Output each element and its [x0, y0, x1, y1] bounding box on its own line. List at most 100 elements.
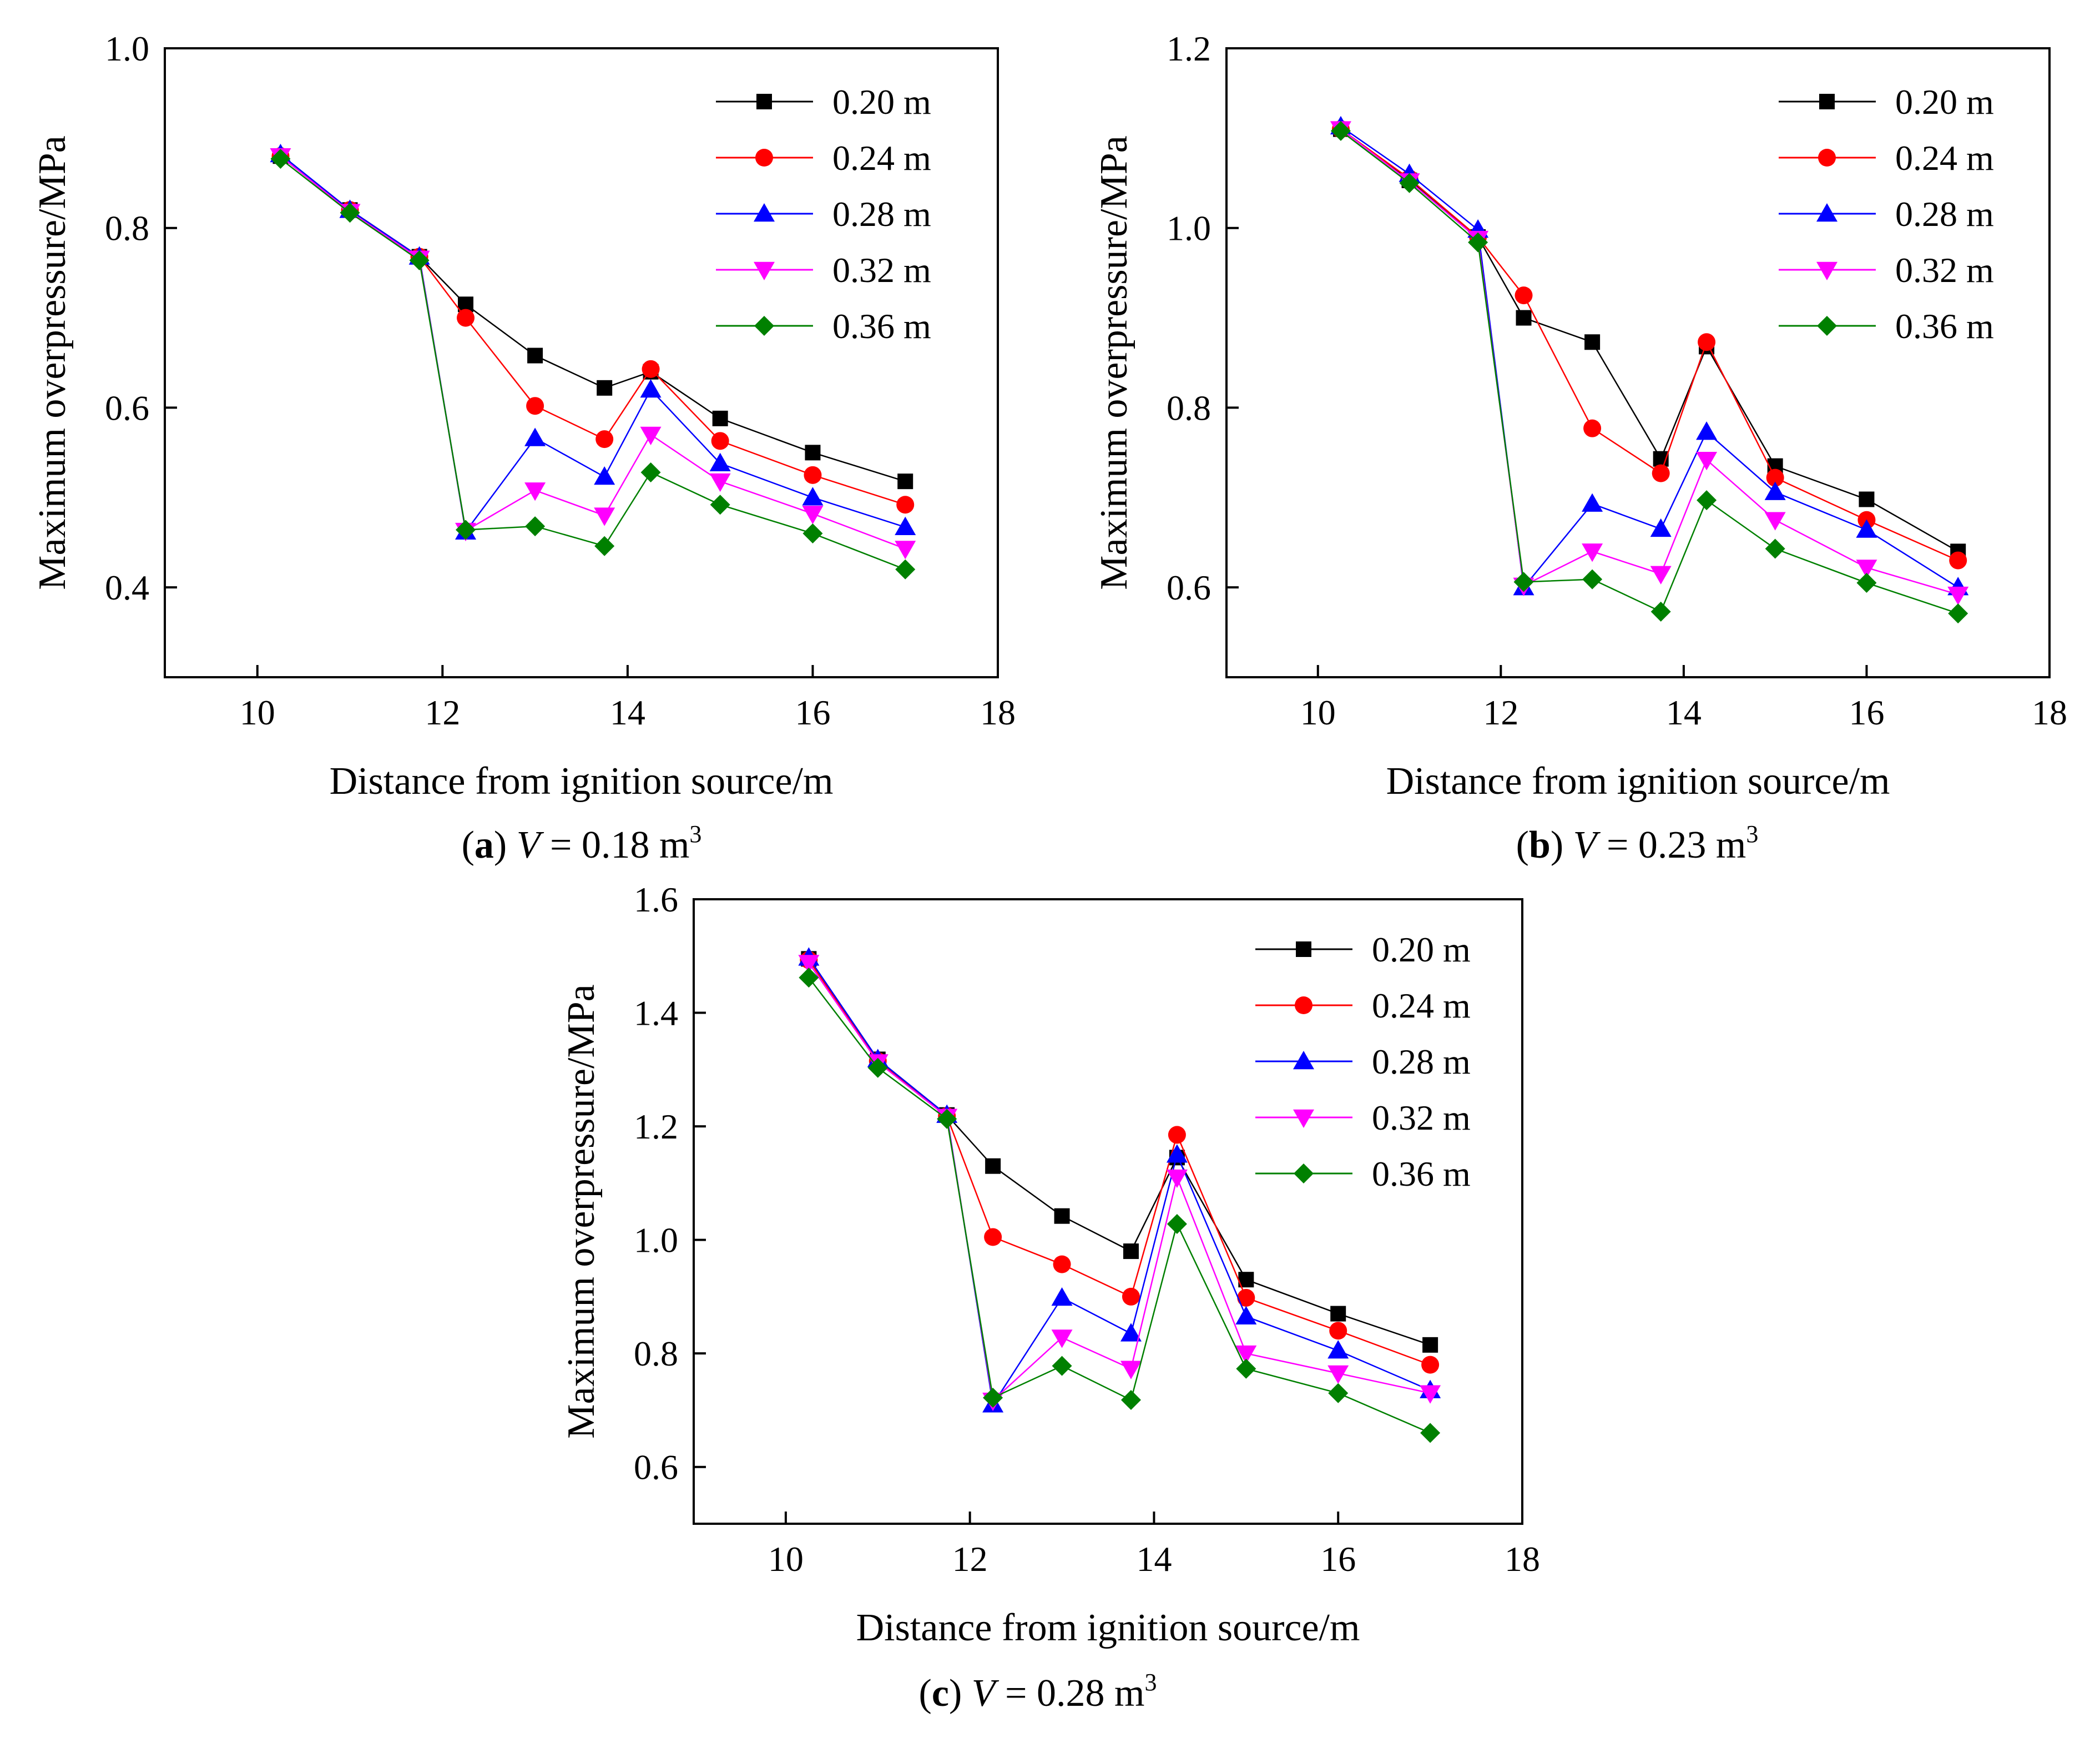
x-axis-title: Distance from ignition source/m: [330, 760, 834, 803]
data-point: [597, 380, 613, 396]
chart-panel-b: 10 12 14 16 18 0.6 0.8 1.0 1.2 Distance from igni…: [1093, 29, 2067, 867]
data-point: [1420, 1385, 1441, 1404]
x-tick-label: 14: [1136, 1539, 1172, 1579]
data-point: [1329, 1322, 1347, 1340]
data-point: [709, 452, 731, 472]
data-point: [1516, 310, 1532, 326]
y-tick-label: 0.8: [634, 1334, 678, 1373]
y-axis-title: Maximum overpressure/MPa: [560, 984, 603, 1438]
data-point: [340, 203, 360, 223]
y-tick-label: 1.4: [634, 994, 678, 1033]
data-point: [1120, 1390, 1141, 1411]
caption-superscript: 3: [1144, 1669, 1157, 1696]
data-point: [897, 473, 913, 490]
legend-label: 0.28 m: [832, 194, 931, 234]
legend-marker: [1293, 1051, 1314, 1070]
data-point: [1052, 1356, 1072, 1376]
panel-caption: (b) V = 0.23 m3: [1516, 820, 1759, 867]
plot-frame: [164, 47, 999, 678]
chart-panel-a: 10 12 14 16 18 0.4 0.6 0.8 1.0 Distance from igni…: [31, 29, 1016, 867]
series-line: [808, 958, 1431, 1346]
legend-label: 0.24 m: [1372, 986, 1471, 1025]
y-tick-label: 0.6: [634, 1448, 678, 1487]
caption-value: = 0.28 m: [996, 1672, 1145, 1715]
data-point: [594, 507, 615, 526]
data-point: [640, 426, 662, 445]
x-tick-label: 14: [1666, 693, 1702, 732]
series-line: [280, 154, 906, 533]
legend-marker: [1293, 1109, 1314, 1128]
y-tick-label: 1.0: [1167, 209, 1211, 248]
data-point: [527, 347, 543, 364]
data-point: [1515, 286, 1533, 305]
x-tick-label: 16: [795, 693, 830, 732]
data-point: [1053, 1255, 1071, 1273]
data-point: [1166, 1169, 1188, 1188]
x-tick-label: 16: [1849, 693, 1884, 732]
series-line: [280, 158, 906, 570]
legend-entry: 0.36 m: [1255, 1154, 1471, 1193]
data-point: [1054, 1208, 1070, 1224]
y-tick-label: 1.2: [1167, 29, 1211, 68]
series-line: [1340, 130, 1958, 614]
data-point: [1421, 1356, 1440, 1374]
series-2: [798, 947, 1441, 1413]
series-4: [1330, 120, 1968, 624]
legend-entry: 0.24 m: [1255, 986, 1471, 1025]
data-point: [1235, 1306, 1257, 1324]
data-point: [1766, 469, 1784, 487]
x-axis-title: Distance from ignition source/m: [856, 1606, 1360, 1649]
data-point: [642, 360, 660, 378]
data-point: [1120, 1323, 1142, 1342]
data-point: [1166, 1144, 1188, 1163]
legend-marker: [1817, 316, 1837, 336]
caption-open: (: [1516, 824, 1529, 867]
series-line: [280, 155, 906, 550]
y-tick-label: 1.6: [634, 880, 678, 919]
data-point: [799, 968, 819, 988]
legend-entry: 0.24 m: [716, 138, 931, 178]
data-point: [409, 250, 430, 270]
series-2: [1330, 115, 1969, 596]
data-point: [985, 1158, 1001, 1174]
y-tick-label: 0.6: [105, 388, 149, 427]
data-point: [895, 516, 916, 535]
data-point: [526, 397, 544, 415]
legend-entry: 0.28 m: [716, 194, 931, 234]
legend-marker: [754, 203, 775, 222]
caption-close: ): [949, 1672, 972, 1715]
data-point: [1237, 1288, 1255, 1307]
series-0: [1332, 121, 1966, 560]
caption-variable: V: [1573, 824, 1601, 867]
x-tick-label: 10: [240, 693, 275, 732]
panel-caption: (c) V = 0.28 m3: [919, 1669, 1157, 1715]
data-point: [525, 516, 546, 537]
legend-marker: [1818, 149, 1836, 167]
data-point: [456, 520, 476, 540]
caption-letter: a: [474, 824, 494, 867]
panel-caption: (a) V = 0.18 m3: [462, 820, 702, 867]
data-point: [1120, 1361, 1142, 1379]
data-point: [804, 466, 822, 484]
series-line: [808, 977, 1431, 1434]
data-point: [1650, 518, 1672, 537]
x-tick-label: 12: [425, 693, 460, 732]
data-point: [1122, 1287, 1140, 1306]
legend-marker: [1296, 941, 1311, 957]
plot-frame: [1225, 47, 2051, 678]
data-point: [1696, 452, 1718, 471]
series-4: [799, 968, 1441, 1443]
legend-entry: 0.32 m: [1255, 1098, 1471, 1137]
data-point: [802, 487, 824, 506]
data-point: [524, 482, 546, 501]
data-point: [1582, 543, 1603, 562]
data-point: [1696, 421, 1718, 440]
legend-label: 0.20 m: [1895, 82, 1994, 122]
legend-label: 0.28 m: [1372, 1042, 1471, 1081]
caption-value: = 0.18 m: [540, 824, 689, 867]
legend-marker: [1816, 261, 1837, 280]
data-point: [1584, 334, 1601, 350]
data-point: [1697, 490, 1717, 511]
caption-variable: V: [972, 1672, 999, 1715]
